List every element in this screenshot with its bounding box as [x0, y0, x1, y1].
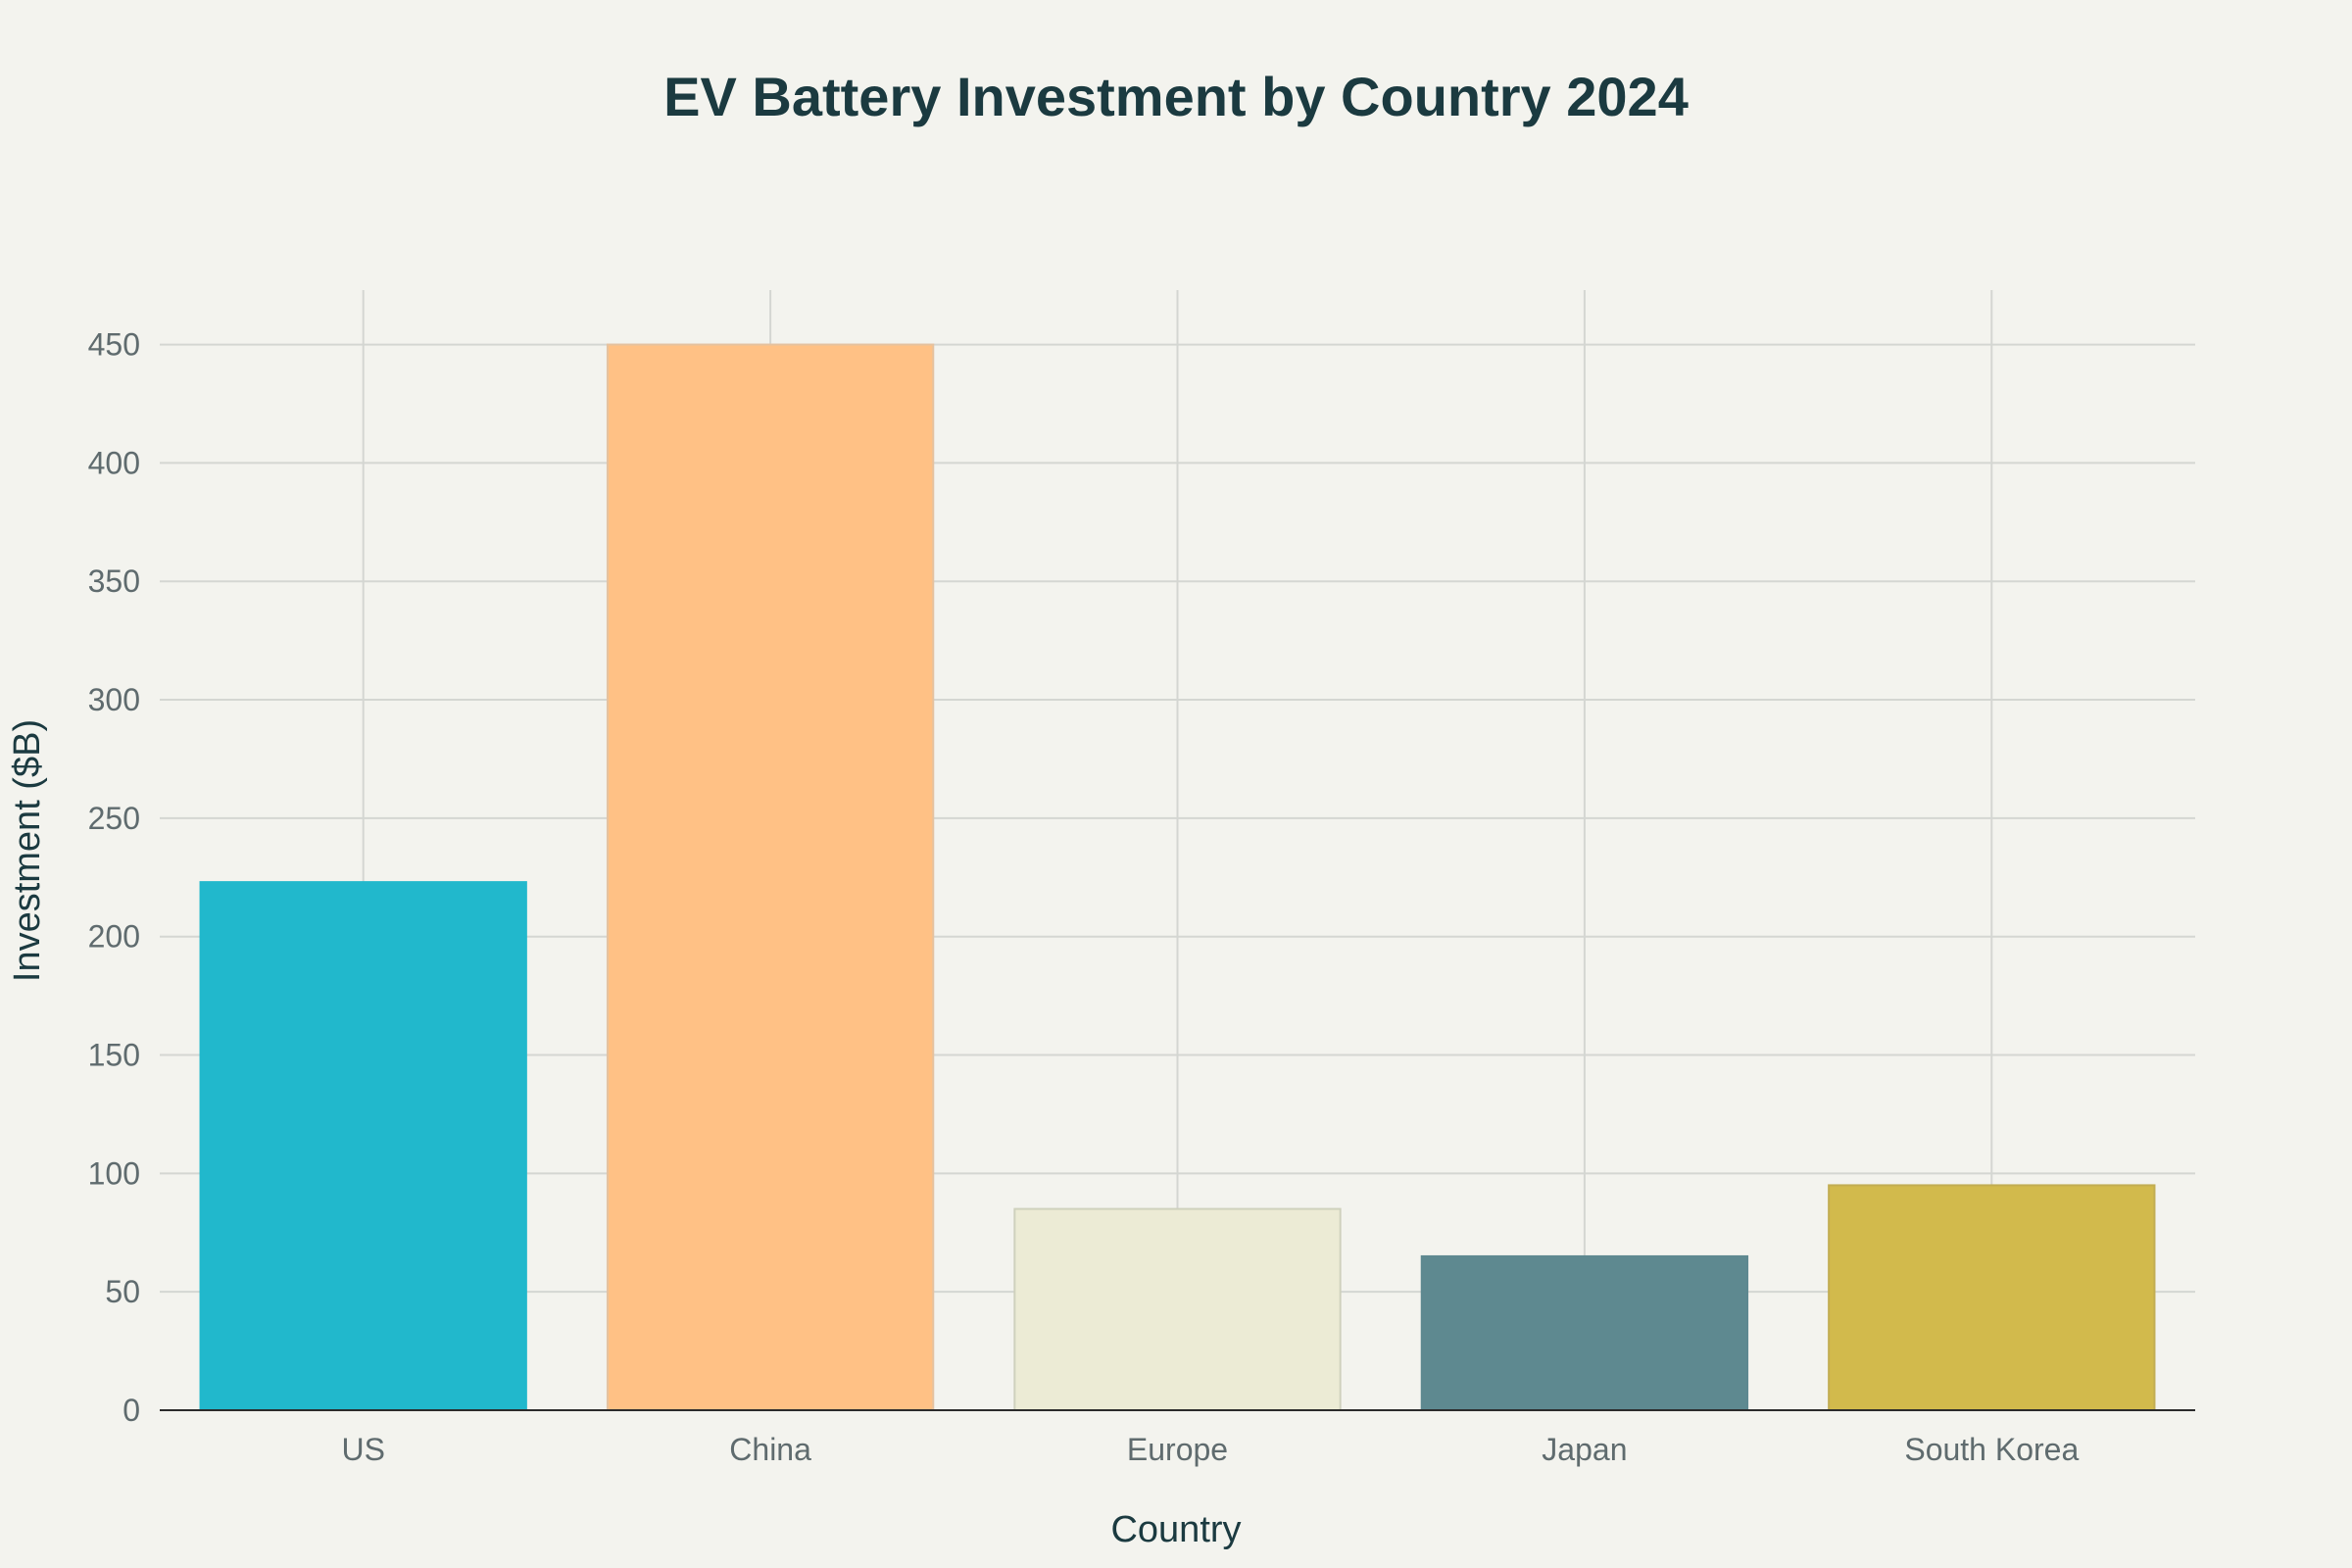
bar-south-korea: [1828, 1184, 2156, 1411]
y-tick-label: 450: [88, 327, 140, 363]
y-tick-label: 0: [122, 1393, 140, 1428]
y-axis-ticks: 0 50 100 150 200 250 300 350 400 450: [88, 327, 140, 1428]
bar-japan: [1420, 1254, 1749, 1411]
y-axis-title: Investment ($B): [7, 719, 48, 982]
y-tick-label: 50: [105, 1274, 140, 1309]
x-tick-label: China: [729, 1432, 811, 1467]
y-tick-label: 350: [88, 564, 140, 599]
y-tick-label: 400: [88, 445, 140, 480]
x-axis-title: Country: [1110, 1509, 1241, 1550]
y-tick-label: 150: [88, 1038, 140, 1073]
bar-us: [199, 881, 527, 1411]
bar-china: [606, 343, 935, 1412]
y-tick-label: 250: [88, 801, 140, 836]
x-tick-label: Japan: [1542, 1432, 1627, 1467]
chart-title: EV Battery Investment by Country 2024: [663, 66, 1689, 127]
x-tick-label: Europe: [1127, 1432, 1228, 1467]
y-tick-label: 200: [88, 919, 140, 955]
x-tick-label: South Korea: [1904, 1432, 2079, 1467]
bar-europe: [1013, 1207, 1342, 1411]
x-tick-label: US: [341, 1432, 384, 1467]
x-axis-ticks: US China Europe Japan South Korea: [341, 1432, 2079, 1467]
y-tick-label: 100: [88, 1155, 140, 1191]
bars: [199, 343, 2156, 1412]
y-tick-label: 300: [88, 682, 140, 717]
